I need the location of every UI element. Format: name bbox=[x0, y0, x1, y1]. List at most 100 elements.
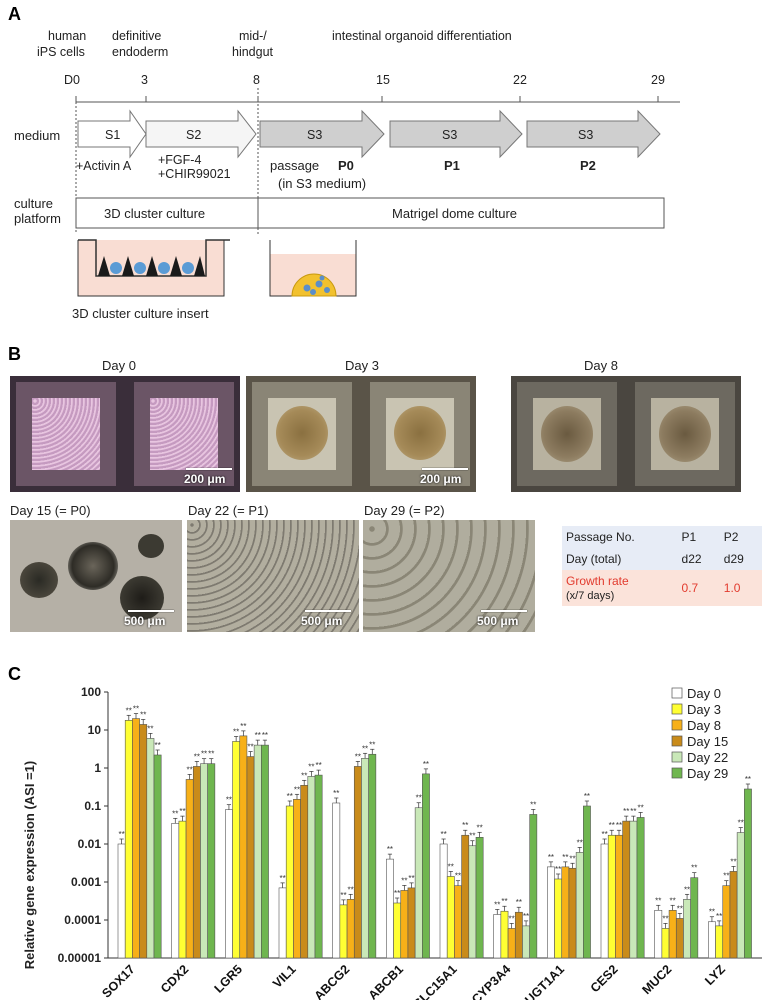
bar bbox=[261, 744, 269, 959]
significance-mark: ** bbox=[709, 908, 715, 917]
bar bbox=[461, 834, 470, 959]
arrow-s2-label: S2 bbox=[186, 128, 201, 142]
stage-hg-line2: hindgut bbox=[232, 45, 274, 59]
bar bbox=[468, 845, 477, 959]
significance-mark: ** bbox=[226, 796, 232, 805]
significance-mark: ** bbox=[723, 872, 729, 881]
add-activin: +Activin A bbox=[76, 159, 132, 173]
significance-mark: ** bbox=[662, 914, 668, 923]
legend-swatch bbox=[671, 687, 683, 699]
y-tick-label: 0.001 bbox=[71, 875, 101, 889]
significance-mark: ** bbox=[637, 803, 643, 812]
legend-swatch bbox=[671, 703, 683, 715]
bar bbox=[239, 735, 248, 959]
day-8-micrograph bbox=[511, 376, 741, 492]
panel-a-label: A bbox=[8, 4, 21, 24]
x-tick-label: MUC2 bbox=[639, 962, 674, 997]
scalebar-day29-label: 500 μm bbox=[477, 614, 519, 628]
significance-mark: ** bbox=[670, 896, 676, 905]
scalebar-day22-label: 500 μm bbox=[301, 614, 343, 628]
significance-mark: ** bbox=[208, 750, 214, 759]
day-tick-22: 22 bbox=[513, 73, 527, 87]
arrow-s3-p1 bbox=[389, 109, 523, 159]
day-tick-8: 8 bbox=[253, 73, 260, 87]
platform-3d-label: 3D cluster culture bbox=[104, 206, 205, 221]
significance-mark: ** bbox=[287, 792, 293, 801]
stage-organoid: intestinal organoid differentiation bbox=[332, 29, 512, 43]
y-tick-label: 0.1 bbox=[84, 799, 101, 813]
significance-mark: ** bbox=[348, 885, 354, 894]
medium-label: medium bbox=[14, 128, 60, 143]
platform-matrigel-label: Matrigel dome culture bbox=[392, 206, 517, 221]
bar bbox=[361, 757, 369, 959]
x-tick-label: SOX17 bbox=[99, 962, 137, 1000]
day-15-micrograph bbox=[10, 520, 182, 632]
bar bbox=[500, 910, 509, 959]
legend-label: Day 3 bbox=[687, 702, 721, 717]
bar bbox=[132, 718, 140, 959]
bar bbox=[153, 754, 162, 959]
day-3-micrograph bbox=[246, 376, 476, 492]
significance-mark: ** bbox=[577, 838, 583, 847]
legend-swatch bbox=[671, 719, 683, 731]
significance-mark: ** bbox=[677, 904, 683, 913]
significance-mark: ** bbox=[387, 845, 393, 854]
significance-mark: ** bbox=[609, 821, 615, 830]
significance-mark: ** bbox=[315, 761, 321, 770]
table-row: Passage No. P1 P2 bbox=[562, 526, 762, 548]
table-header-p1: P1 bbox=[681, 530, 697, 544]
stage-hg-line1: mid-/ bbox=[239, 29, 267, 43]
bar bbox=[353, 766, 362, 959]
bar bbox=[185, 779, 194, 959]
bar bbox=[246, 756, 255, 959]
arrow-s1 bbox=[77, 109, 147, 159]
stage-ips-line1: human bbox=[48, 29, 86, 43]
day-0-micrograph bbox=[10, 376, 240, 492]
arrow-s1-label: S1 bbox=[105, 128, 120, 142]
bar bbox=[207, 763, 216, 959]
bar bbox=[675, 918, 684, 959]
legend-label: Day 0 bbox=[687, 686, 721, 701]
x-tick-label: ABCB1 bbox=[366, 962, 406, 1000]
bar bbox=[514, 911, 523, 959]
scalebar-day15-label: 500 μm bbox=[124, 614, 166, 628]
bar bbox=[232, 741, 241, 959]
bar bbox=[600, 843, 609, 959]
panel-a: A human iPS cells definitive endoderm mi… bbox=[8, 4, 680, 321]
arrow-s3-label-3: S3 bbox=[578, 128, 593, 142]
bar bbox=[507, 928, 516, 959]
significance-mark: ** bbox=[494, 900, 500, 909]
x-tick-label: UGT1A1 bbox=[522, 962, 567, 1000]
significance-mark: ** bbox=[340, 891, 346, 900]
significance-mark: ** bbox=[501, 897, 507, 906]
bar bbox=[744, 788, 752, 959]
significance-mark: ** bbox=[355, 752, 361, 761]
bar bbox=[575, 852, 584, 959]
significance-mark: ** bbox=[562, 853, 568, 862]
significance-mark: ** bbox=[362, 744, 368, 753]
bar bbox=[547, 866, 555, 959]
platform-label-1: culture bbox=[14, 196, 53, 211]
significance-mark: ** bbox=[716, 912, 722, 921]
bar bbox=[729, 871, 738, 959]
bar bbox=[285, 805, 294, 959]
bar bbox=[225, 809, 233, 959]
significance-mark: ** bbox=[133, 705, 139, 714]
x-tick-label: LGR5 bbox=[212, 962, 246, 996]
bar bbox=[192, 766, 201, 959]
significance-mark: ** bbox=[140, 710, 146, 719]
significance-mark: ** bbox=[745, 775, 751, 784]
cluster-insert-illustration bbox=[77, 239, 230, 297]
scalebar-day22 bbox=[305, 610, 351, 612]
significance-mark: ** bbox=[308, 762, 314, 771]
significance-mark: ** bbox=[509, 914, 515, 923]
bar bbox=[293, 799, 301, 959]
bar bbox=[690, 877, 699, 959]
bar bbox=[668, 909, 677, 959]
x-tick-label: CYP3A4 bbox=[469, 962, 513, 1000]
significance-mark: ** bbox=[691, 864, 697, 873]
bar bbox=[393, 902, 402, 959]
bar bbox=[607, 834, 616, 959]
arrow-s3-label-1: S3 bbox=[307, 128, 322, 142]
x-tick-label: ABCG2 bbox=[312, 962, 353, 1000]
